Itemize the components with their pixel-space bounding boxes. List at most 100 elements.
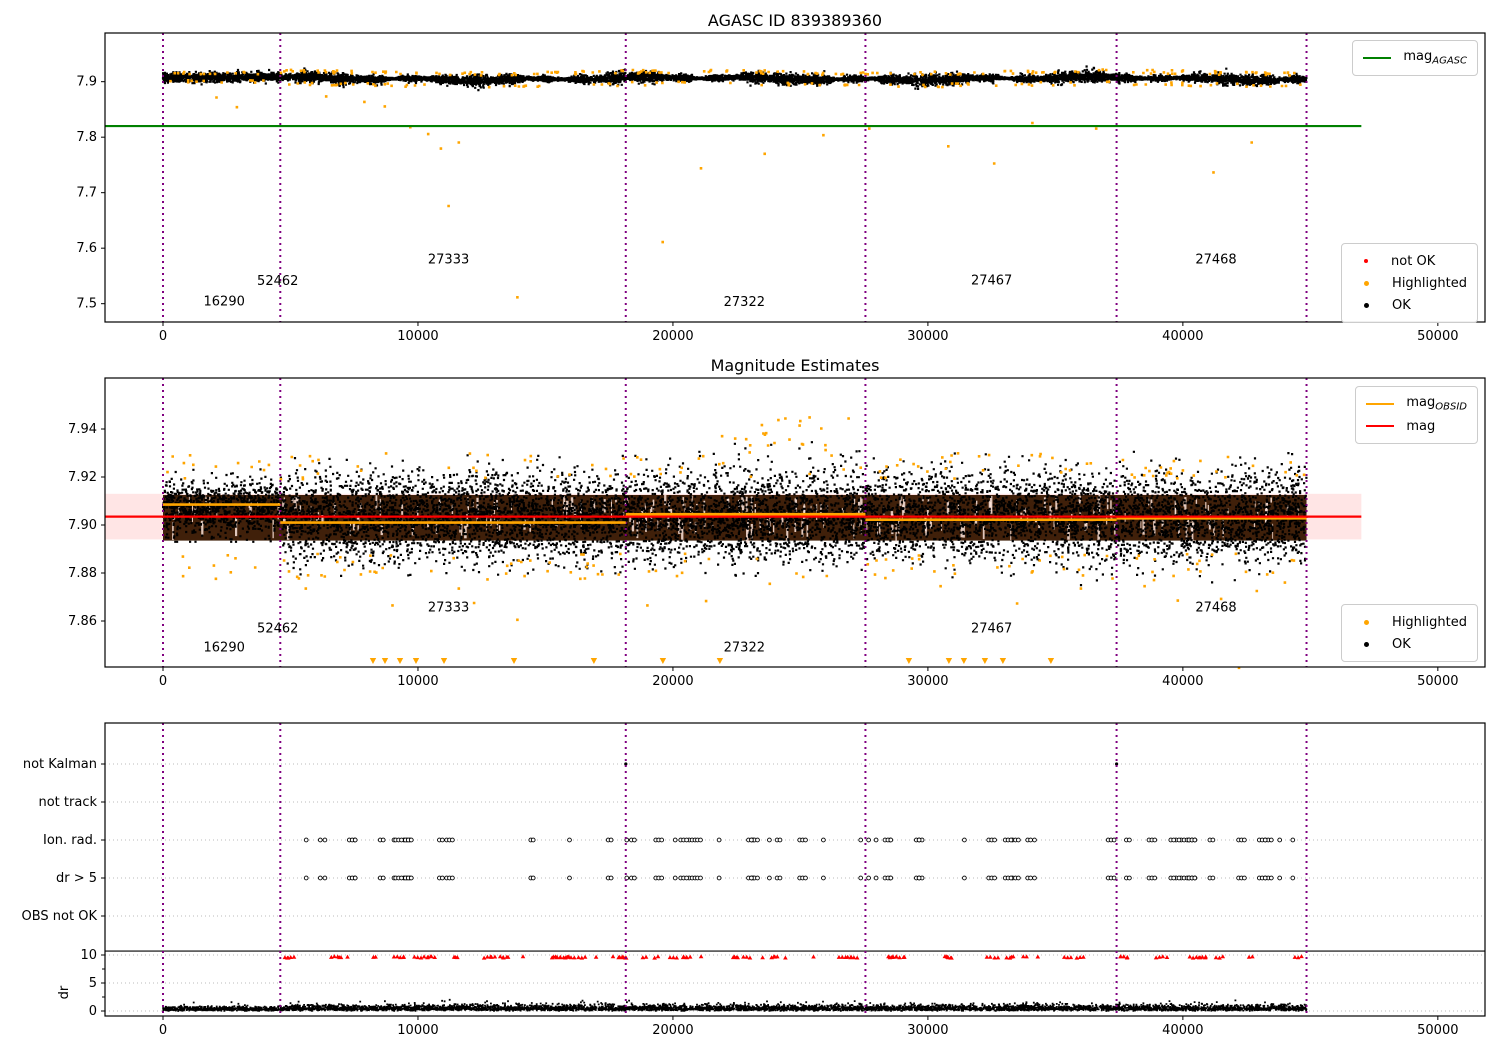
- legend-label: OK: [1392, 297, 1411, 313]
- ion-rad-marker: [1290, 837, 1296, 843]
- x-tick-label: 40000: [1162, 329, 1203, 344]
- dr-gt5-marker: [1032, 875, 1037, 881]
- dr-tick-label: 5: [89, 976, 97, 991]
- core-streak: [1016, 500, 1017, 507]
- core-streak: [499, 521, 501, 536]
- dr-gt5-marker: [866, 875, 871, 881]
- core-streak: [746, 524, 749, 544]
- y-tick-label: 7.7: [76, 186, 97, 201]
- core-streak: [667, 517, 670, 529]
- ion-rad-marker: [624, 837, 630, 843]
- ion-rad-marker: [916, 837, 922, 843]
- core-streak: [962, 523, 965, 538]
- dr-gt5-marker: [962, 875, 967, 881]
- legend-label: Highlighted: [1392, 275, 1467, 291]
- dr-gt5-marker: [624, 875, 630, 881]
- dr-gt5-marker: [632, 875, 637, 881]
- ion-rad-marker: [803, 837, 808, 843]
- core-streak: [960, 522, 963, 538]
- y-tick-label: 7.90: [68, 518, 97, 533]
- dr-gt5-marker: [888, 875, 894, 881]
- obsid-annotation: 27322: [724, 295, 765, 310]
- core-streak: [490, 514, 492, 526]
- core-streak: [669, 509, 673, 515]
- core-streak: [1272, 523, 1274, 541]
- legend-item-ok: OK: [1352, 633, 1467, 655]
- core-streak: [668, 500, 671, 512]
- core-streak: [806, 518, 809, 539]
- dr-trace: [162, 998, 1308, 1012]
- mid-scatter-ok: [162, 441, 1308, 587]
- ion-rad-marker: [632, 837, 637, 843]
- core-streak: [652, 499, 655, 510]
- core-streak: [754, 504, 756, 516]
- ion-rad-marker: [698, 837, 703, 843]
- core-streak: [201, 520, 204, 536]
- core-streak: [1153, 517, 1156, 536]
- core-streak: [1112, 505, 1115, 518]
- dr-gt5-marker: [1242, 875, 1247, 881]
- core-streak: [533, 513, 535, 525]
- ion-rad-marker: [672, 837, 678, 843]
- dr-gt5-marker: [1192, 875, 1198, 881]
- ion-rad-marker: [755, 837, 760, 843]
- ion-rad-marker: [608, 837, 614, 843]
- x-tick-label: 30000: [907, 329, 948, 344]
- ion-rad-marker: [716, 837, 722, 843]
- core-streak: [1270, 497, 1272, 503]
- x-tick-label: 50000: [1417, 674, 1458, 689]
- ion-rad-marker: [962, 837, 967, 843]
- core-streak: [1186, 515, 1190, 525]
- core-streak: [602, 506, 604, 511]
- dr-gt5-marker: [1176, 875, 1182, 881]
- core-streak: [742, 497, 745, 506]
- core-streak: [1097, 521, 1100, 541]
- obsid-annotation: 27333: [428, 600, 469, 615]
- dr-gt5-marker: [1008, 875, 1014, 881]
- ion-rad-marker: [399, 837, 404, 843]
- legend-mag-lines: magOBSID mag: [1355, 386, 1478, 444]
- core-streak: [926, 508, 929, 518]
- core-streak: [1142, 517, 1145, 535]
- ion-rad-marker: [450, 837, 455, 843]
- dr-gt5-marker: [608, 875, 614, 881]
- obsid-annotation: 52462: [257, 621, 298, 636]
- core-streak: [1055, 495, 1058, 510]
- core-streak: [551, 499, 553, 505]
- dr-gt5-marker: [992, 875, 997, 881]
- dr-gt5-marker: [1127, 875, 1132, 881]
- ion-rad-marker: [1210, 837, 1216, 843]
- ion-rad-marker: [873, 837, 879, 843]
- core-streak: [810, 505, 812, 511]
- core-streak: [689, 506, 691, 515]
- dr-axis-label: dr: [57, 985, 72, 999]
- legend-label: OK: [1392, 636, 1411, 652]
- legend-item-mag-agasc: magAGASC: [1363, 47, 1467, 69]
- ion-rad-marker: [1192, 837, 1198, 843]
- x-tick-label: 0: [159, 329, 167, 344]
- core-streak: [1038, 524, 1040, 530]
- core-streak: [464, 522, 467, 539]
- dr-gt5-marker: [672, 875, 678, 881]
- ion-rad-marker: [440, 837, 445, 843]
- core-streak: [282, 499, 284, 508]
- x-tick-label: 40000: [1162, 674, 1203, 689]
- dr-gt5-marker: [716, 875, 722, 881]
- dr-gt5-marker: [567, 875, 572, 881]
- core-streak: [841, 508, 844, 518]
- core-streak: [291, 497, 294, 504]
- core-streak: [726, 498, 730, 503]
- dr-gt5-marker: [659, 875, 665, 881]
- ion-rad-marker: [1268, 837, 1274, 843]
- core-streak: [294, 496, 297, 510]
- y-tick-label: 7.86: [68, 614, 97, 629]
- not-kalman-marker: [1115, 762, 1119, 766]
- core-streak: [988, 500, 991, 514]
- mid-plot-title: Magnitude Estimates: [710, 356, 880, 375]
- core-streak: [603, 499, 606, 513]
- ion-rad-marker: [1277, 837, 1283, 843]
- ion-rad-marker: [1008, 837, 1014, 843]
- core-streak: [178, 506, 180, 518]
- legend-point-types-mid: Highlighted OK: [1341, 604, 1478, 662]
